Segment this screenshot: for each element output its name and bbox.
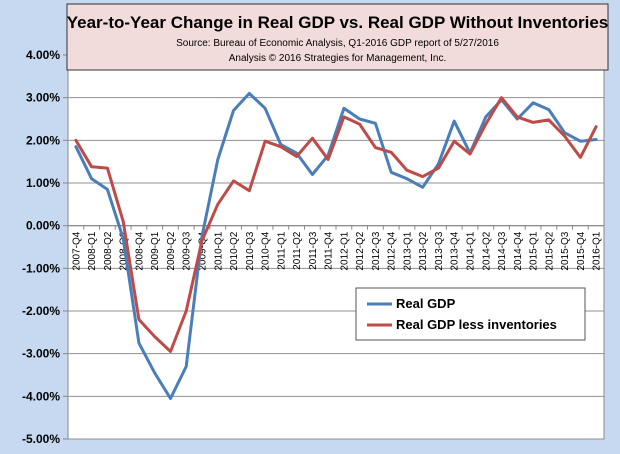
x-tick-label: 2011-Q4 xyxy=(324,231,335,270)
chart-subtitle: Source: Bureau of Economic Analysis, Q1-… xyxy=(176,38,499,49)
x-tick-label: 2011-Q3 xyxy=(308,231,319,270)
x-tick-label: 2009-Q4 xyxy=(198,231,209,270)
x-tick-label: 2013-Q3 xyxy=(434,231,445,270)
y-tick-label: 2.00% xyxy=(26,133,60,147)
x-tick-label: 2008-Q2 xyxy=(103,231,114,270)
x-tick-label: 2015-Q2 xyxy=(544,231,555,270)
x-tick-label: 2014-Q1 xyxy=(466,231,477,270)
series-line-real-gdp-less-inventories xyxy=(74,96,598,353)
y-tick-label: -3.00% xyxy=(22,347,60,361)
x-tick-label: 2012-Q4 xyxy=(387,231,398,270)
y-axis: 4.00% 3.00% 2.00% 1.00% 0.00% -1.00% -2.00% -3.… xyxy=(22,48,68,446)
y-tick-label: 1.00% xyxy=(26,176,60,190)
x-tick-label: 2015-Q3 xyxy=(560,231,571,270)
legend-label-real-gdp: Real GDP xyxy=(396,296,456,311)
x-tick-label: 2010-Q4 xyxy=(261,231,272,270)
x-tick-label: 2012-Q1 xyxy=(339,231,350,270)
legend: Real GDP Real GDP less inventories xyxy=(355,287,586,341)
x-tick-label: 2010-Q2 xyxy=(229,231,240,270)
x-axis: 2007-Q4 2008-Q1 2008-Q2 2008-Q3 2008-Q4 2009-… xyxy=(67,225,605,271)
x-tick-label: 2012-Q3 xyxy=(371,231,382,270)
x-tick-label: 2009-Q2 xyxy=(166,231,177,270)
x-tick-label: 2015-Q4 xyxy=(576,231,587,270)
x-tick-label: 2008-Q4 xyxy=(134,231,145,270)
legend-label-real-gdp-less-inventories: Real GDP less inventories xyxy=(396,317,557,332)
x-tick-label: 2010-Q3 xyxy=(245,231,256,270)
x-tick-label: 2013-Q4 xyxy=(450,231,461,270)
x-tick-label: 2008-Q1 xyxy=(87,231,98,270)
legend-box xyxy=(355,287,586,341)
x-tick-label: 2013-Q1 xyxy=(402,231,413,270)
title-box: Year-to-Year Change in Real GDP vs. Real… xyxy=(66,3,609,71)
y-tick-label: -5.00% xyxy=(22,432,60,446)
x-tick-label: 2009-Q1 xyxy=(150,231,161,270)
chart-note: Analysis © 2016 Strategies for Managemen… xyxy=(229,53,446,64)
y-tick-label: -2.00% xyxy=(22,304,60,318)
x-tick-label: 2009-Q3 xyxy=(182,231,193,270)
x-tick-label: 2007-Q4 xyxy=(71,231,82,270)
x-tick-label: 2011-Q2 xyxy=(292,231,303,270)
title-box-bg xyxy=(66,3,609,71)
x-tick-label: 2010-Q1 xyxy=(213,231,224,270)
chart-title: Year-to-Year Change in Real GDP vs. Real… xyxy=(67,13,608,32)
x-tick-label: 2014-Q2 xyxy=(481,231,492,270)
y-tick-label: 4.00% xyxy=(26,48,60,62)
y-tick-label: -4.00% xyxy=(22,389,60,403)
y-tick-label: 0.00% xyxy=(26,219,60,233)
x-tick-label: 2014-Q3 xyxy=(497,231,508,270)
series-lines xyxy=(74,91,598,400)
x-tick-label: 2011-Q1 xyxy=(276,231,287,270)
x-tick-label: 2015-Q1 xyxy=(529,231,540,270)
y-tick-label: -1.00% xyxy=(22,261,60,275)
x-tick-label: 2012-Q2 xyxy=(355,231,366,270)
y-tick-label: 3.00% xyxy=(26,91,60,105)
x-tick-label: 2016-Q1 xyxy=(592,231,603,270)
x-tick-label: 2013-Q2 xyxy=(418,231,429,270)
x-tick-label: 2014-Q4 xyxy=(513,231,524,270)
